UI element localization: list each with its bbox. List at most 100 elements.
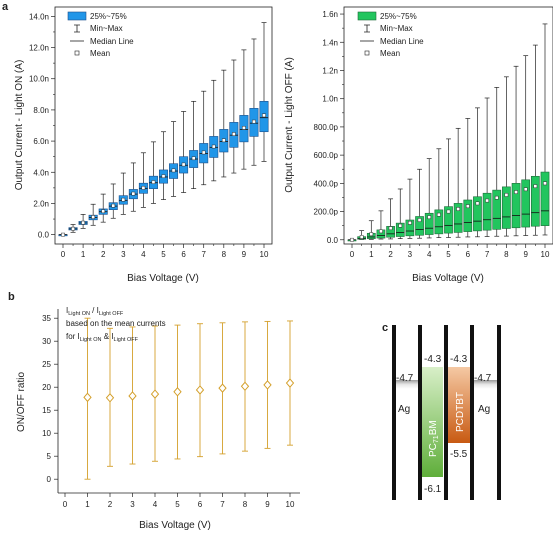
data-point-diamond xyxy=(263,380,272,390)
annotation-line-1: ILight ON / ILight OFF xyxy=(66,306,124,317)
y-tick-label: 1.0n xyxy=(322,95,338,104)
x-tick-label: 2 xyxy=(101,250,106,259)
box-iqr xyxy=(415,216,424,236)
x-tick-label: 2 xyxy=(108,500,113,509)
data-point-diamond xyxy=(128,391,137,401)
legend-box-text: 25%~75% xyxy=(380,12,417,21)
donor-block xyxy=(447,367,471,443)
mean-marker xyxy=(201,150,206,155)
annotation-line-3: for ILight ON & ILight OFF xyxy=(66,332,139,343)
x-tick-label: 9 xyxy=(523,250,528,259)
x-tick-label: 1 xyxy=(369,250,374,259)
x-tick-label: 7 xyxy=(485,250,490,259)
x-axis-label-light-off: Bias Voltage (V) xyxy=(412,273,484,284)
x-tick-label: 9 xyxy=(265,500,270,509)
mean-marker xyxy=(181,162,186,167)
box-iqr xyxy=(530,175,540,227)
data-point-diamond xyxy=(173,387,182,397)
x-tick-label: 5 xyxy=(175,500,180,509)
box-iqr xyxy=(463,199,473,232)
box-iqr xyxy=(453,203,463,233)
y-tick-label: 30 xyxy=(42,337,51,346)
legend-mean-text: Mean xyxy=(380,49,400,58)
data-point-diamond xyxy=(195,385,205,395)
mean-marker xyxy=(101,209,106,214)
x-tick-label: 4 xyxy=(153,500,158,509)
x-tick-label: 8 xyxy=(222,250,227,259)
mean-marker xyxy=(91,215,96,219)
mean-marker xyxy=(252,119,256,124)
left-ag-fermi-band xyxy=(394,380,420,389)
x-tick-label: 5 xyxy=(161,250,166,259)
y-tick-label: 200.0p xyxy=(314,208,339,217)
x-tick-label: 8 xyxy=(243,500,248,509)
y-tick-label: 35 xyxy=(42,314,51,323)
chart-light-off: 0 1 2 3 4 5 6 7 8 9 10 0.0 200.0p 400.0p 600.0p 800.0p 1… xyxy=(284,6,553,284)
mean-marker xyxy=(494,195,499,200)
acceptor-lumo: -4.3 xyxy=(424,354,442,365)
box-iqr xyxy=(492,189,502,230)
y-tick-label: 12.0n xyxy=(29,44,49,53)
box-iqr xyxy=(444,206,453,234)
mean-marker xyxy=(211,144,216,149)
y-tick-label: 600.0p xyxy=(314,151,339,160)
y-tick-label: 0.0 xyxy=(38,231,50,240)
legend-whisker-symbol xyxy=(364,24,370,33)
ratio-annotation: ILight ON / ILight OFF based on the mean… xyxy=(66,306,166,343)
box-iqr xyxy=(424,212,434,235)
acceptor-homo: -6.1 xyxy=(424,484,442,495)
errorbar-marks xyxy=(83,317,295,480)
x-tick-label: 6 xyxy=(466,250,471,259)
legend-median-text: Median Line xyxy=(90,37,134,46)
data-point-diamond xyxy=(285,378,295,388)
y-tick-label: 5 xyxy=(47,452,52,461)
mean-marker xyxy=(504,193,509,197)
donor-homo: -5.5 xyxy=(450,449,468,460)
mean-marker xyxy=(262,113,266,118)
plot-frame-light-on xyxy=(54,6,273,245)
panel-letter-a: a xyxy=(2,1,9,13)
x-tick-label: 4 xyxy=(427,250,432,259)
x-tick-label: 6 xyxy=(198,500,203,509)
box-iqr xyxy=(540,171,550,226)
axis-ticks-ratio: 0 1 2 3 4 5 6 7 8 9 10 0 5 10 15 20 25 30 35 xyxy=(42,314,295,509)
y-tick-label: 4.0n xyxy=(33,168,49,177)
x-tick-label: 4 xyxy=(141,250,146,259)
acceptor-block xyxy=(421,367,443,477)
mean-marker xyxy=(388,226,393,231)
axis-ticks-light-off: 0 1 2 3 4 5 6 7 8 9 10 0.0 200.0p 400.0p 600.0p 800.0p 1… xyxy=(314,10,550,259)
plot-frame-light-off xyxy=(343,6,553,245)
panel-letter-c: c xyxy=(382,322,388,334)
mean-marker xyxy=(437,212,441,217)
mean-marker xyxy=(446,209,451,214)
mean-marker xyxy=(359,235,364,239)
x-tick-label: 3 xyxy=(121,250,126,259)
legend-box-text: 25%~75% xyxy=(90,12,127,21)
y-tick-label: 1.4n xyxy=(322,38,338,47)
legend-light-off: 25%~75% Min~Max Median Line Mean xyxy=(357,11,424,58)
mean-marker xyxy=(111,203,116,208)
donor-label: PCDTBT xyxy=(455,392,466,432)
mean-marker xyxy=(191,156,196,161)
mean-marker xyxy=(475,201,480,206)
y-tick-label: 14.0n xyxy=(29,12,49,21)
legend-light-on: 25%~75% Min~Max Median Line Mean xyxy=(67,11,134,58)
legend-median-text: Median Line xyxy=(380,37,424,46)
panel-letter-b: b xyxy=(8,291,15,303)
x-tick-label: 1 xyxy=(81,250,86,259)
x-tick-label: 0 xyxy=(63,500,68,509)
legend-whisker-text: Min~Max xyxy=(90,24,123,33)
legend-whisker-text: Min~Max xyxy=(380,24,413,33)
box-iqr xyxy=(482,192,492,231)
legend-swatch-box xyxy=(67,11,87,21)
mean-marker xyxy=(427,215,432,220)
mean-marker xyxy=(398,223,403,228)
box-iqr xyxy=(502,186,511,229)
mean-marker xyxy=(131,191,136,196)
mean-marker xyxy=(408,220,412,225)
energy-level-diagram: -4.7 Ag -4.7 Ag -4.3 -6.1 -4.3 -5.5 PC71… xyxy=(392,325,501,500)
x-tick-label: 9 xyxy=(242,250,247,259)
x-tick-label: 10 xyxy=(541,250,550,259)
y-tick-label: 20 xyxy=(42,383,51,392)
x-tick-label: 2 xyxy=(388,250,393,259)
